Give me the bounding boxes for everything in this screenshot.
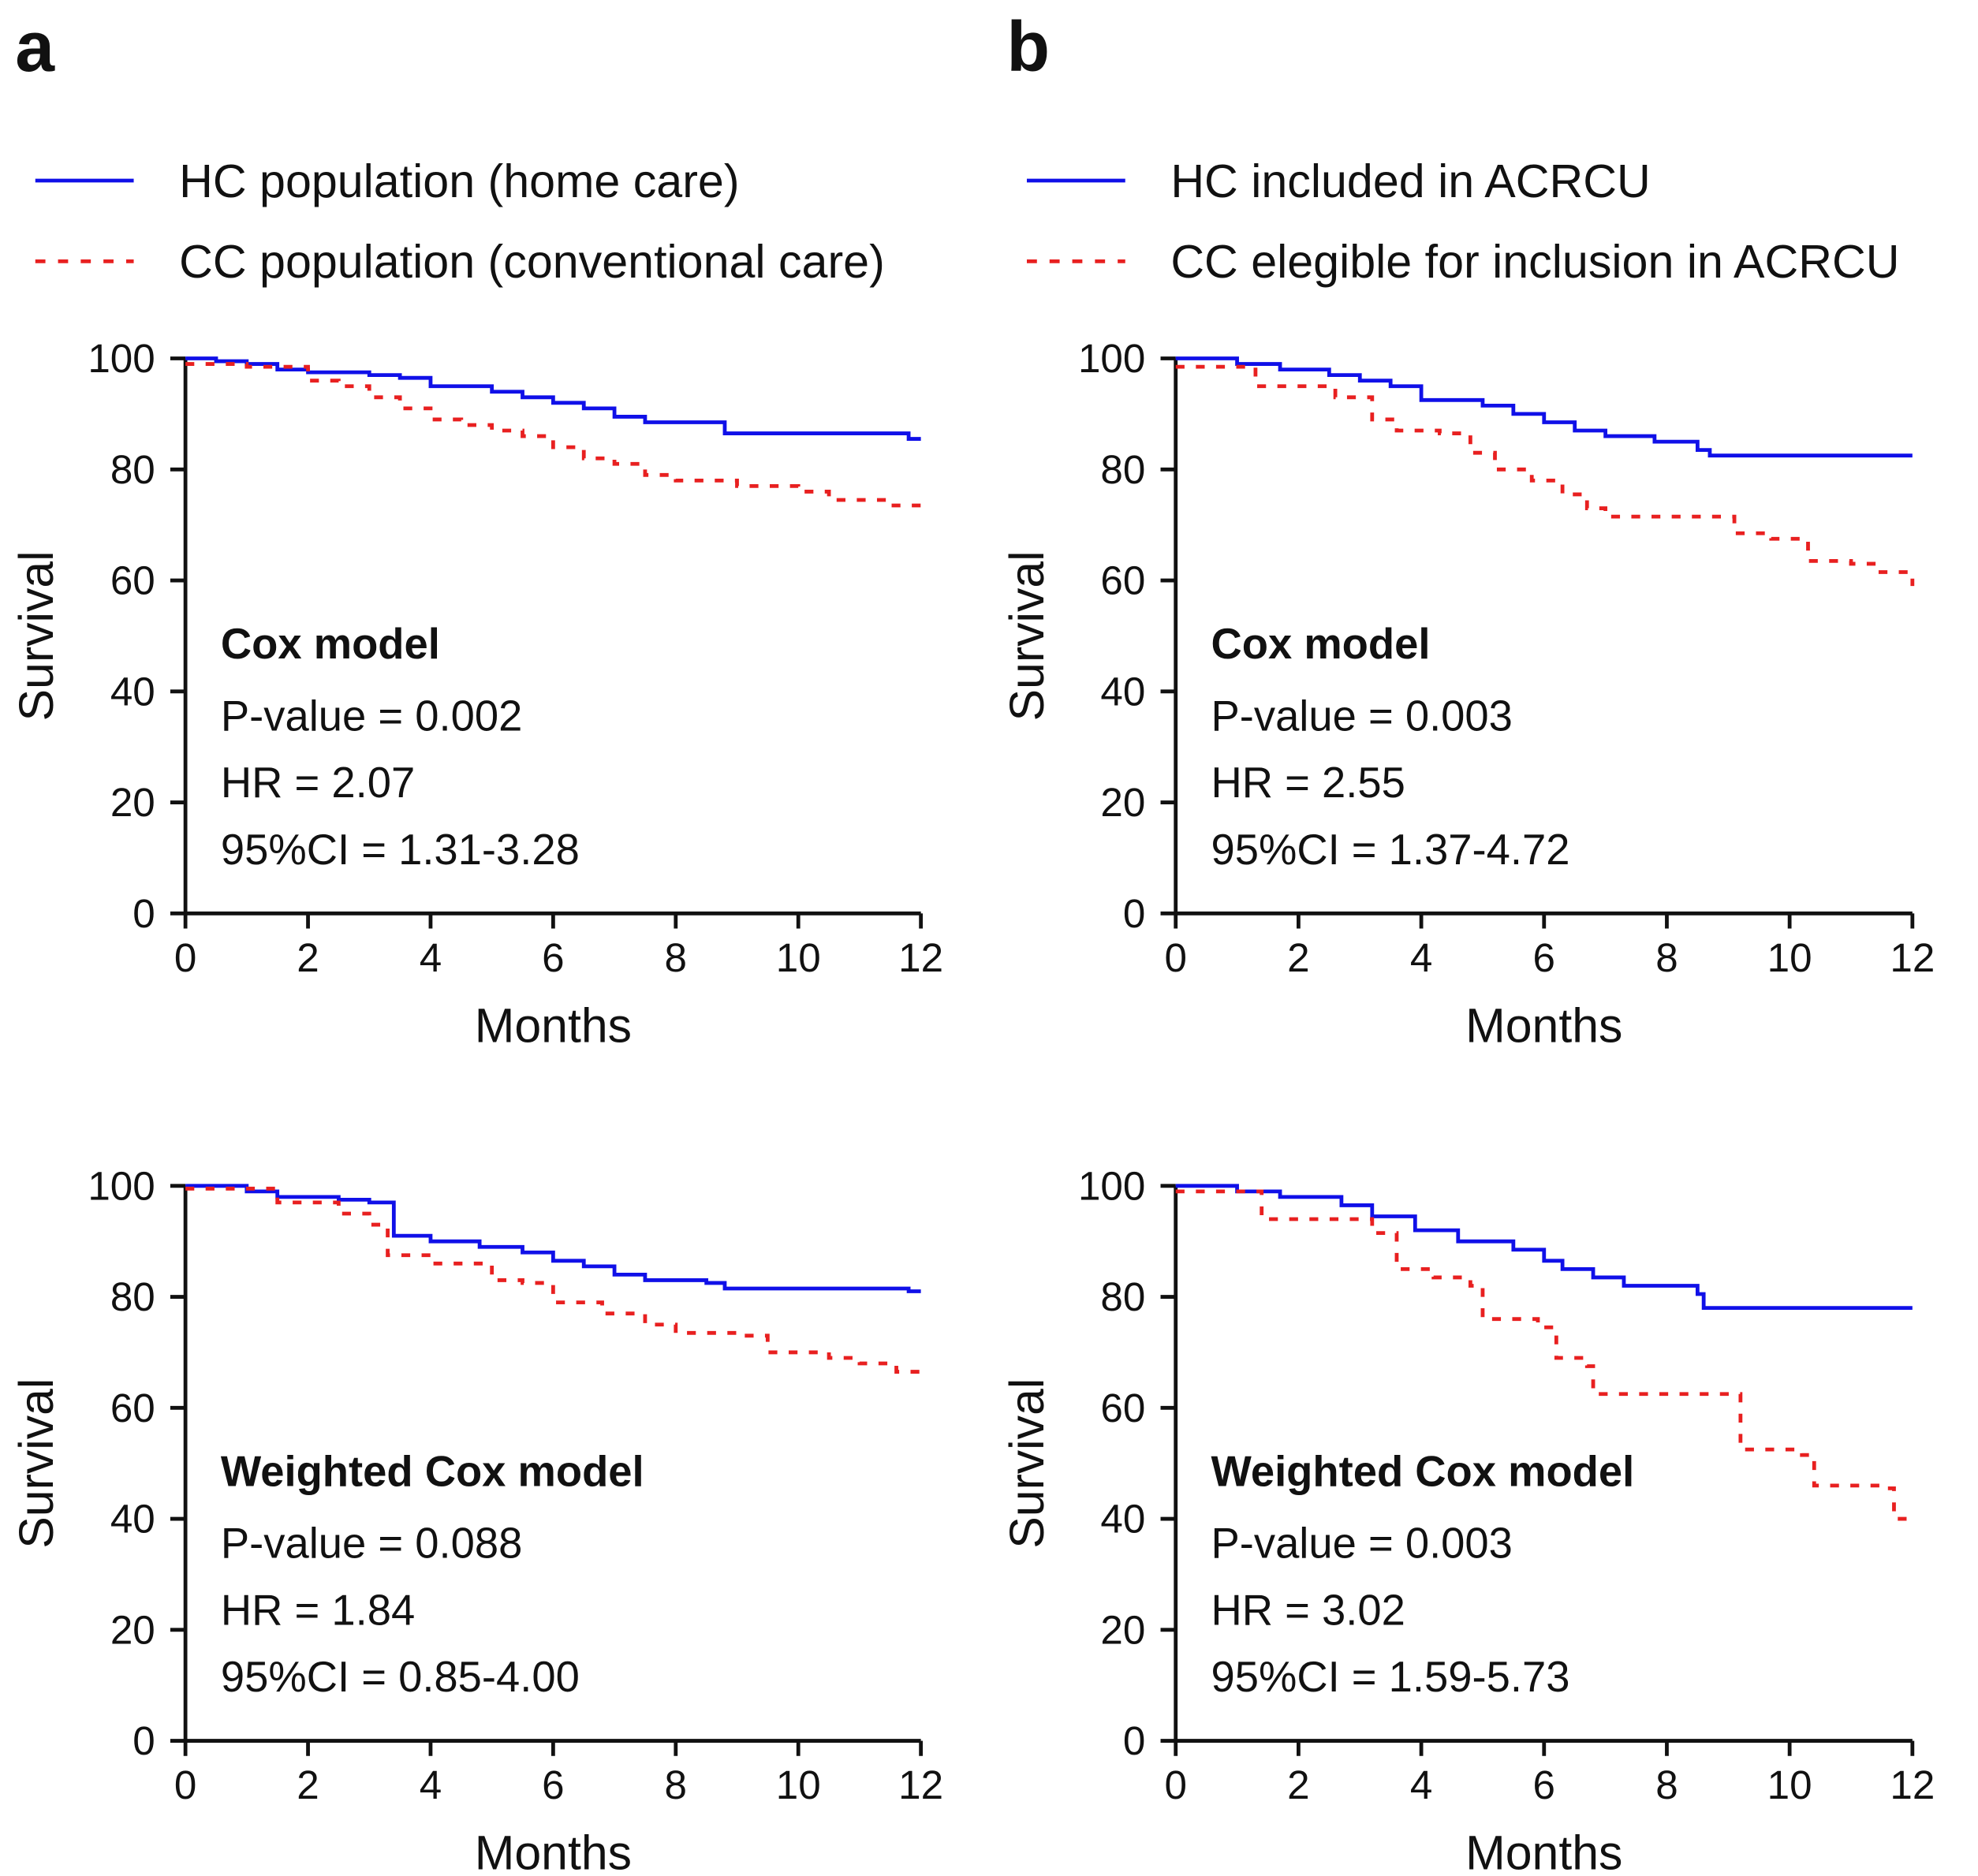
y-axis-label: Survival bbox=[1000, 550, 1054, 721]
chart-panel-b: 0 20 40 60 80 100 0 2 4 6 8 10 12 Months Survival Cox m… bbox=[1000, 336, 1935, 1052]
legend-entry: HC population (home care) bbox=[179, 155, 739, 207]
x-axis-label: Months bbox=[475, 1826, 632, 1876]
annotation-stat: 95%CI = 1.31-3.28 bbox=[221, 826, 580, 874]
annotation-stat: P-value = 0.088 bbox=[221, 1520, 522, 1568]
x-tick-label: 8 bbox=[665, 935, 687, 980]
y-tick-label: 20 bbox=[110, 780, 155, 825]
x-tick-label: 4 bbox=[1410, 935, 1432, 980]
hc-survival-curve bbox=[185, 356, 921, 441]
cc-survival-curve bbox=[1175, 1189, 1915, 1525]
cc-survival-curve bbox=[185, 1186, 924, 1378]
annotation-title: Cox model bbox=[1211, 620, 1431, 668]
y-tick-label: 60 bbox=[1100, 558, 1145, 603]
y-axis-label: Survival bbox=[1000, 1378, 1054, 1549]
annotation-stat: HR = 2.55 bbox=[1211, 759, 1405, 807]
panel-label: b bbox=[1006, 7, 1050, 86]
x-tick-label: 2 bbox=[1287, 935, 1309, 980]
legend-entry: CC elegible for inclusion in ACRCU bbox=[1170, 235, 1899, 288]
y-tick-label: 20 bbox=[1100, 780, 1145, 825]
x-tick-label: 2 bbox=[297, 1762, 319, 1807]
x-tick-label: 12 bbox=[1890, 1762, 1935, 1807]
annotation-title: Weighted Cox model bbox=[1211, 1447, 1635, 1495]
x-tick-label: 10 bbox=[776, 1762, 821, 1807]
annotation-stat: 95%CI = 1.37-4.72 bbox=[1211, 826, 1570, 874]
x-tick-label: 4 bbox=[1410, 1762, 1432, 1807]
annotation-stat: 95%CI = 1.59-5.73 bbox=[1211, 1653, 1570, 1701]
x-tick-label: 10 bbox=[1767, 935, 1812, 980]
y-tick-label: 60 bbox=[1100, 1386, 1145, 1430]
x-tick-label: 8 bbox=[665, 1762, 687, 1807]
x-axis-label: Months bbox=[1465, 998, 1622, 1052]
x-tick-label: 10 bbox=[776, 935, 821, 980]
x-tick-label: 6 bbox=[542, 1762, 564, 1807]
annotation-stat: HR = 2.07 bbox=[221, 759, 415, 807]
cc-survival-curve bbox=[185, 362, 924, 512]
hc-survival-curve bbox=[185, 1184, 921, 1293]
y-tick-label: 0 bbox=[1123, 1718, 1145, 1763]
hc-survival-curve bbox=[1175, 356, 1913, 458]
legend-entry: CC population (conventional care) bbox=[179, 235, 885, 288]
x-tick-label: 12 bbox=[898, 935, 943, 980]
y-tick-label: 40 bbox=[110, 669, 155, 714]
y-tick-label: 100 bbox=[1078, 336, 1145, 381]
x-tick-label: 2 bbox=[1287, 1762, 1309, 1807]
x-tick-label: 4 bbox=[420, 935, 442, 980]
annotation-stat: P-value = 0.003 bbox=[1211, 1520, 1513, 1568]
x-tick-label: 0 bbox=[1164, 935, 1186, 980]
annotation-stat: 95%CI = 0.85-4.00 bbox=[221, 1653, 580, 1701]
annotation-stat: P-value = 0.002 bbox=[221, 692, 522, 740]
chart-panel-b: 0 20 40 60 80 100 0 2 4 6 8 10 12 Months Survival Weigh… bbox=[1000, 1163, 1935, 1876]
y-tick-label: 0 bbox=[132, 1718, 155, 1763]
y-tick-label: 100 bbox=[1078, 1163, 1145, 1208]
y-axis-label: Survival bbox=[9, 550, 63, 721]
annotation-stat: P-value = 0.003 bbox=[1211, 692, 1513, 740]
y-tick-label: 60 bbox=[110, 558, 155, 603]
x-tick-label: 6 bbox=[542, 935, 564, 980]
y-tick-label: 0 bbox=[132, 891, 155, 936]
annotation-stat: HR = 3.02 bbox=[1211, 1586, 1405, 1634]
x-tick-label: 8 bbox=[1655, 1762, 1678, 1807]
hc-survival-curve bbox=[1175, 1184, 1913, 1311]
y-tick-label: 80 bbox=[1100, 1274, 1145, 1319]
panel-label: a bbox=[15, 7, 55, 86]
x-tick-label: 6 bbox=[1533, 935, 1555, 980]
y-tick-label: 100 bbox=[88, 336, 155, 381]
x-tick-label: 8 bbox=[1655, 935, 1678, 980]
x-tick-label: 0 bbox=[1164, 1762, 1186, 1807]
y-tick-label: 40 bbox=[110, 1497, 155, 1542]
x-tick-label: 12 bbox=[1890, 935, 1935, 980]
x-tick-label: 10 bbox=[1767, 1762, 1812, 1807]
x-tick-label: 4 bbox=[420, 1762, 442, 1807]
y-axis-label: Survival bbox=[9, 1378, 63, 1549]
y-tick-label: 80 bbox=[110, 1274, 155, 1319]
annotation-title: Cox model bbox=[221, 620, 440, 668]
chart-panel-a: 0 20 40 60 80 100 0 2 4 6 8 10 12 Months Survival Weigh… bbox=[9, 1163, 943, 1876]
y-tick-label: 20 bbox=[1100, 1607, 1145, 1652]
y-tick-label: 80 bbox=[1100, 447, 1145, 492]
y-tick-label: 20 bbox=[110, 1607, 155, 1652]
x-tick-label: 0 bbox=[174, 935, 196, 980]
annotation-stat: HR = 1.84 bbox=[221, 1586, 415, 1634]
y-tick-label: 40 bbox=[1100, 669, 1145, 714]
x-tick-label: 0 bbox=[174, 1762, 196, 1807]
y-tick-label: 40 bbox=[1100, 1497, 1145, 1542]
annotation-title: Weighted Cox model bbox=[221, 1447, 644, 1495]
y-tick-label: 100 bbox=[88, 1163, 155, 1208]
x-axis-label: Months bbox=[475, 998, 632, 1052]
y-tick-label: 60 bbox=[110, 1386, 155, 1430]
cc-survival-curve bbox=[1175, 364, 1915, 587]
x-axis-label: Months bbox=[1465, 1826, 1622, 1876]
x-tick-label: 6 bbox=[1533, 1762, 1555, 1807]
x-tick-label: 12 bbox=[898, 1762, 943, 1807]
x-tick-label: 2 bbox=[297, 935, 319, 980]
y-tick-label: 80 bbox=[110, 447, 155, 492]
y-tick-label: 0 bbox=[1123, 891, 1145, 936]
legend-entry: HC included in ACRCU bbox=[1170, 155, 1650, 207]
chart-panel-a: 0 20 40 60 80 100 0 2 4 6 8 10 12 Months Survival Cox m… bbox=[9, 336, 943, 1052]
